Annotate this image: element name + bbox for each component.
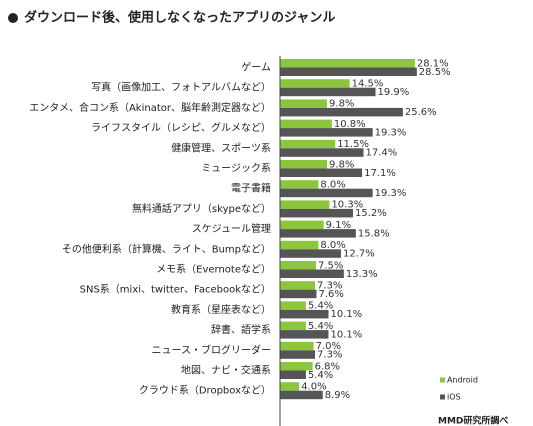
category-label: スケジュール管理 xyxy=(192,222,271,235)
title-bullet xyxy=(8,13,18,23)
category-label: エンタメ、合コン系（Akinator、脳年齢測定器など） xyxy=(29,101,271,114)
category-label: 無料通話アプリ（skypeなど） xyxy=(132,202,271,215)
bar xyxy=(280,180,319,189)
value-label: 7.6% xyxy=(318,289,343,300)
category-label: SNS系（mixi、twitter、Facebookなど） xyxy=(80,284,271,296)
bar xyxy=(280,370,306,379)
bar xyxy=(280,281,316,290)
category-label: 辞書、語学系 xyxy=(211,323,271,336)
bar xyxy=(280,67,417,76)
value-label: 28.5% xyxy=(419,67,451,78)
chart-title: ダウンロード後、使用しなくなったアプリのジャンル xyxy=(24,10,335,26)
legend-swatch xyxy=(440,377,445,383)
legend-swatch xyxy=(440,394,445,400)
bar xyxy=(280,79,350,88)
bar xyxy=(280,330,329,339)
value-label: 7.5% xyxy=(318,260,343,271)
bar xyxy=(280,99,328,108)
bar xyxy=(280,87,376,97)
legend-label: Android xyxy=(447,376,478,385)
category-label: その他便利系（計算機、ライト、Bumpなど） xyxy=(62,242,271,255)
value-label: 19.3% xyxy=(375,188,407,199)
bar xyxy=(280,382,300,391)
category-label: 健康管理、スポーツ系 xyxy=(171,141,271,154)
bar xyxy=(280,362,313,371)
category-label: 教育系（星座表など） xyxy=(171,303,271,316)
bar xyxy=(280,229,356,238)
value-label: 7.3% xyxy=(317,280,342,291)
value-label: 10.1% xyxy=(330,329,362,340)
value-label: 9.8% xyxy=(329,99,354,110)
bar xyxy=(280,249,341,258)
value-label: 15.8% xyxy=(358,228,390,239)
bar xyxy=(280,350,316,359)
bar xyxy=(280,200,330,209)
value-label: 10.3% xyxy=(331,200,363,211)
value-label: 7.3% xyxy=(317,350,342,361)
bar xyxy=(280,208,353,218)
value-label: 14.5% xyxy=(352,78,384,89)
bar xyxy=(280,128,373,137)
value-label: 9.1% xyxy=(326,220,351,231)
value-label: 10.1% xyxy=(330,309,362,320)
legend-label: iOS xyxy=(447,393,461,402)
bar xyxy=(280,139,336,149)
category-label: ミュージック系 xyxy=(201,163,271,175)
bar xyxy=(280,289,317,299)
category-label: 写真（画像加工、フォトアルバムなど） xyxy=(91,81,271,94)
bar xyxy=(280,240,319,250)
value-label: 8.0% xyxy=(320,240,345,251)
category-label: 地図、ナビ・交通系 xyxy=(181,364,271,377)
category-label: 電子書籍 xyxy=(231,182,271,195)
value-label: 11.5% xyxy=(337,139,369,150)
bar xyxy=(280,261,316,270)
bar xyxy=(280,269,344,278)
bar xyxy=(280,119,332,129)
value-label: 19.3% xyxy=(375,127,407,138)
value-label: 5.4% xyxy=(308,370,333,381)
value-label: 6.8% xyxy=(315,361,340,372)
value-label: 19.9% xyxy=(378,87,410,98)
bar xyxy=(280,107,403,117)
value-label: 5.4% xyxy=(308,321,333,332)
value-label: 5.4% xyxy=(308,301,333,312)
bar xyxy=(280,160,328,169)
bar xyxy=(280,148,364,157)
bar xyxy=(280,390,323,400)
bar xyxy=(280,309,329,319)
bar xyxy=(280,301,306,310)
value-label: 10.8% xyxy=(334,119,366,130)
value-label: 17.4% xyxy=(366,148,398,159)
value-label: 17.1% xyxy=(364,168,396,179)
bar xyxy=(280,321,306,331)
source: MMD研究所調べ xyxy=(438,415,508,426)
value-label: 7.0% xyxy=(316,341,341,352)
category-label: クラウド系（Dropboxなど） xyxy=(139,385,271,397)
category-label: ライフスタイル（レシピ、グルメなど） xyxy=(91,121,271,134)
bar xyxy=(280,59,415,68)
value-label: 25.6% xyxy=(405,107,437,118)
value-label: 4.0% xyxy=(301,381,326,392)
value-label: 28.1% xyxy=(417,58,449,69)
category-label: ニュース・ブログリーダー xyxy=(152,343,272,356)
category-label: メモ系（Evernoteなど） xyxy=(156,264,271,276)
value-label: 15.2% xyxy=(355,208,387,219)
value-label: 9.8% xyxy=(329,159,354,170)
value-label: 8.0% xyxy=(320,179,345,190)
value-label: 12.7% xyxy=(343,249,375,260)
value-label: 8.9% xyxy=(325,390,350,401)
value-label: 13.3% xyxy=(346,269,378,280)
bar xyxy=(280,188,373,198)
category-label: ゲーム xyxy=(241,62,271,74)
bar xyxy=(280,341,314,351)
bar xyxy=(280,168,363,177)
bar xyxy=(280,220,324,230)
